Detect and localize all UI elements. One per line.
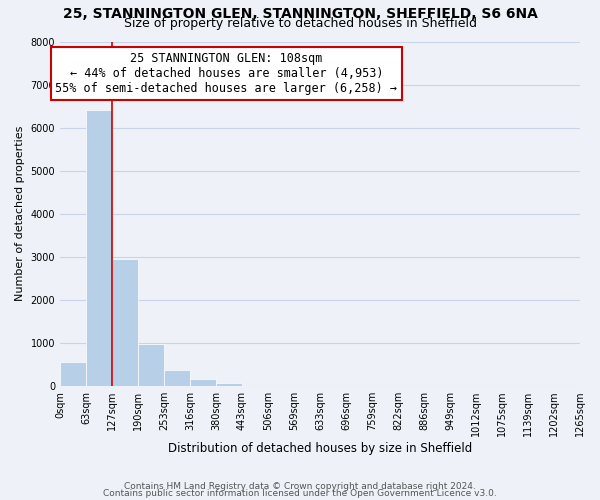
Y-axis label: Number of detached properties: Number of detached properties [15, 126, 25, 302]
Bar [112, 259, 138, 386]
Bar [164, 370, 190, 386]
Text: 25, STANNINGTON GLEN, STANNINGTON, SHEFFIELD, S6 6NA: 25, STANNINGTON GLEN, STANNINGTON, SHEFF… [62, 8, 538, 22]
Bar [60, 362, 86, 386]
Bar [138, 344, 164, 386]
X-axis label: Distribution of detached houses by size in Sheffield: Distribution of detached houses by size … [168, 442, 472, 455]
Text: Size of property relative to detached houses in Sheffield: Size of property relative to detached ho… [124, 18, 476, 30]
Text: 25 STANNINGTON GLEN: 108sqm
← 44% of detached houses are smaller (4,953)
55% of : 25 STANNINGTON GLEN: 108sqm ← 44% of det… [55, 52, 397, 95]
Text: Contains HM Land Registry data © Crown copyright and database right 2024.: Contains HM Land Registry data © Crown c… [124, 482, 476, 491]
Bar [216, 383, 242, 386]
Text: Contains public sector information licensed under the Open Government Licence v3: Contains public sector information licen… [103, 489, 497, 498]
Bar [86, 110, 112, 386]
Bar [190, 378, 216, 386]
